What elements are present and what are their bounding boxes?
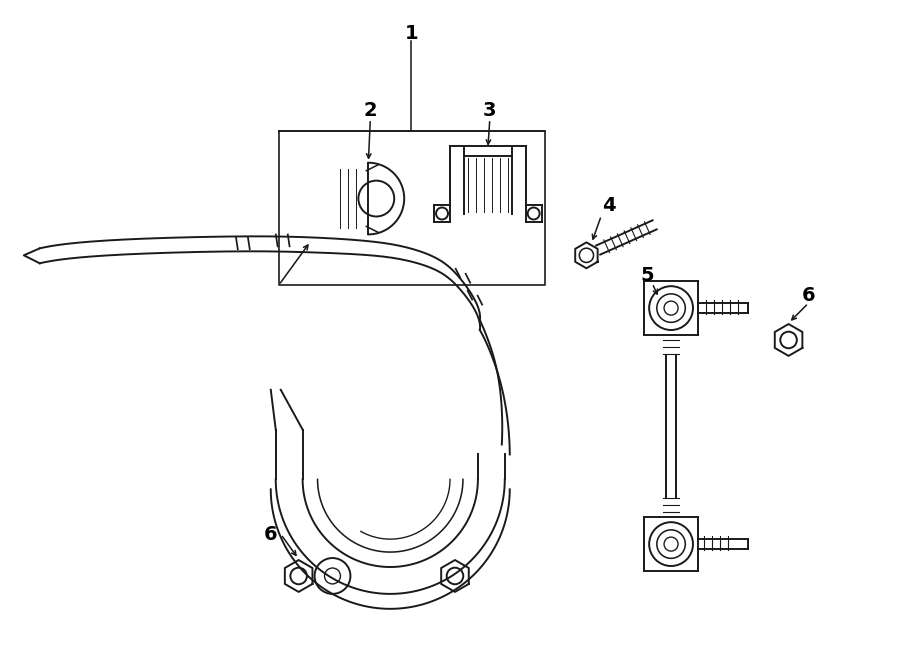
Text: 1: 1 [404, 24, 418, 43]
Text: 5: 5 [641, 265, 654, 285]
Text: 2: 2 [364, 101, 377, 120]
Text: 4: 4 [602, 196, 616, 215]
Text: 3: 3 [483, 101, 497, 120]
Text: 6: 6 [802, 285, 815, 305]
Text: 6: 6 [264, 525, 277, 544]
